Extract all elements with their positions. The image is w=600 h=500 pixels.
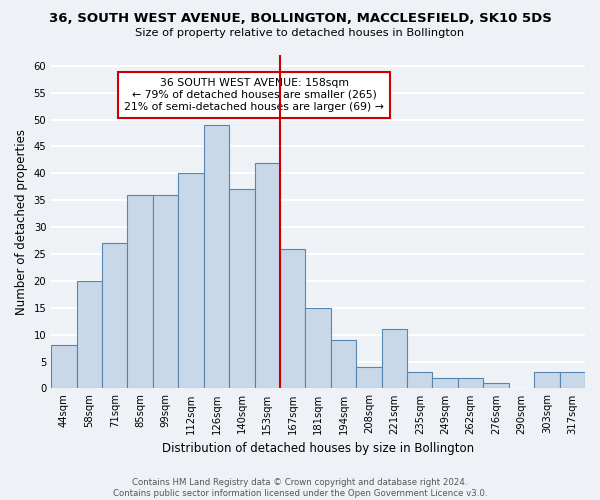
Bar — [254, 162, 280, 388]
Bar — [458, 378, 484, 388]
Bar — [407, 372, 433, 388]
Text: Contains HM Land Registry data © Crown copyright and database right 2024.
Contai: Contains HM Land Registry data © Crown c… — [113, 478, 487, 498]
Bar — [127, 195, 153, 388]
Bar — [102, 243, 127, 388]
Bar — [331, 340, 356, 388]
Bar — [77, 281, 102, 388]
Bar — [356, 367, 382, 388]
Bar — [433, 378, 458, 388]
Bar — [229, 190, 254, 388]
Bar — [153, 195, 178, 388]
Text: Size of property relative to detached houses in Bollington: Size of property relative to detached ho… — [136, 28, 464, 38]
Bar — [178, 174, 203, 388]
Text: 36, SOUTH WEST AVENUE, BOLLINGTON, MACCLESFIELD, SK10 5DS: 36, SOUTH WEST AVENUE, BOLLINGTON, MACCL… — [49, 12, 551, 26]
Bar — [305, 308, 331, 388]
Y-axis label: Number of detached properties: Number of detached properties — [15, 128, 28, 314]
Bar — [203, 125, 229, 388]
X-axis label: Distribution of detached houses by size in Bollington: Distribution of detached houses by size … — [162, 442, 474, 455]
Bar — [484, 383, 509, 388]
Bar — [560, 372, 585, 388]
Bar — [280, 248, 305, 388]
Bar — [382, 330, 407, 388]
Text: 36 SOUTH WEST AVENUE: 158sqm
← 79% of detached houses are smaller (265)
21% of s: 36 SOUTH WEST AVENUE: 158sqm ← 79% of de… — [124, 78, 384, 112]
Bar — [51, 346, 77, 389]
Bar — [534, 372, 560, 388]
